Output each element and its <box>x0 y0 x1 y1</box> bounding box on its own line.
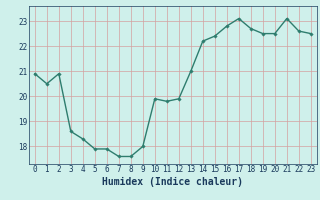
X-axis label: Humidex (Indice chaleur): Humidex (Indice chaleur) <box>102 177 243 187</box>
